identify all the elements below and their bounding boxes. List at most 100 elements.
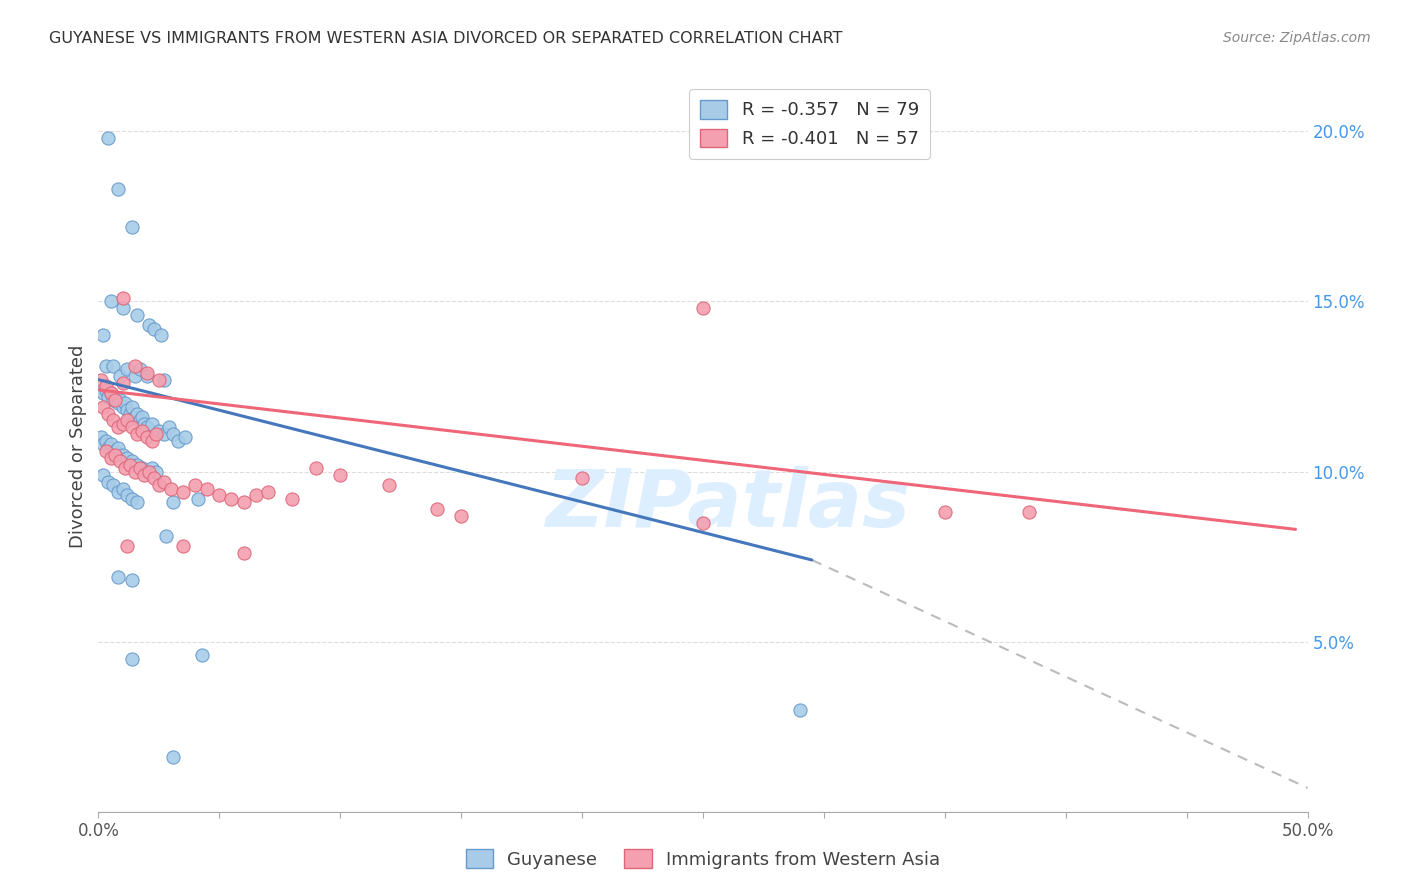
Point: [934, 505, 956, 519]
Point: [100, 437, 122, 451]
Point: [187, 491, 209, 506]
Y-axis label: Divorced or Separated: Divorced or Separated: [69, 344, 87, 548]
Legend: Guyanese, Immigrants from Western Asia: Guyanese, Immigrants from Western Asia: [458, 842, 948, 876]
Point: [100, 294, 122, 309]
Point: [117, 403, 139, 417]
Point: [107, 570, 129, 584]
Point: [91, 386, 114, 401]
Point: [305, 461, 328, 475]
Point: [232, 546, 254, 560]
Point: [127, 458, 149, 472]
Point: [124, 465, 146, 479]
Point: [128, 461, 150, 475]
Point: [152, 427, 174, 442]
Point: [114, 461, 136, 475]
Point: [128, 413, 150, 427]
Point: [90, 373, 112, 387]
Point: [174, 430, 197, 444]
Point: [107, 484, 129, 499]
Point: [111, 417, 134, 431]
Point: [127, 407, 149, 421]
Point: [108, 454, 131, 468]
Point: [108, 369, 131, 384]
Point: [148, 424, 170, 438]
Point: [148, 373, 170, 387]
Point: [97, 131, 120, 145]
Point: [124, 410, 146, 425]
Point: [104, 444, 127, 458]
Point: [135, 366, 157, 380]
Point: [789, 703, 811, 717]
Point: [162, 427, 184, 442]
Point: [90, 430, 112, 444]
Point: [167, 434, 190, 448]
Point: [150, 328, 173, 343]
Point: [160, 482, 183, 496]
Point: [692, 516, 714, 530]
Point: [127, 427, 149, 442]
Point: [141, 434, 163, 448]
Point: [329, 467, 352, 482]
Point: [127, 308, 149, 322]
Point: [94, 379, 117, 393]
Point: [191, 648, 214, 663]
Point: [172, 540, 194, 554]
Point: [450, 508, 472, 523]
Point: [141, 417, 163, 431]
Point: [195, 482, 218, 496]
Point: [117, 362, 139, 376]
Point: [97, 475, 120, 489]
Point: [134, 467, 156, 482]
Point: [111, 400, 134, 414]
Point: [124, 359, 146, 373]
Point: [121, 400, 143, 414]
Point: [104, 390, 127, 404]
Point: [148, 478, 170, 492]
Point: [377, 478, 399, 492]
Point: [111, 301, 134, 316]
Point: [145, 465, 167, 479]
Point: [94, 359, 117, 373]
Point: [124, 369, 146, 384]
Point: [114, 396, 136, 410]
Point: [108, 393, 131, 408]
Point: [97, 441, 120, 455]
Point: [208, 488, 231, 502]
Point: [162, 750, 184, 764]
Point: [135, 369, 157, 384]
Point: [91, 437, 114, 451]
Point: [111, 291, 134, 305]
Point: [97, 390, 120, 404]
Point: [131, 461, 153, 475]
Point: [155, 529, 177, 543]
Point: [100, 386, 122, 401]
Point: [118, 458, 141, 472]
Point: [117, 450, 139, 465]
Point: [104, 393, 127, 408]
Point: [91, 467, 114, 482]
Text: ZIPatlas: ZIPatlas: [544, 466, 910, 543]
Point: [221, 491, 243, 506]
Point: [162, 495, 184, 509]
Point: [121, 420, 143, 434]
Point: [90, 383, 112, 397]
Point: [145, 427, 167, 442]
Point: [131, 410, 153, 425]
Point: [111, 376, 134, 390]
Point: [135, 430, 157, 444]
Point: [157, 420, 180, 434]
Point: [426, 502, 449, 516]
Point: [152, 475, 174, 489]
Point: [143, 471, 166, 485]
Point: [121, 574, 143, 588]
Point: [107, 420, 129, 434]
Point: [107, 182, 129, 196]
Point: [172, 484, 194, 499]
Point: [94, 444, 117, 458]
Point: [692, 301, 714, 316]
Point: [97, 407, 120, 421]
Point: [1018, 505, 1040, 519]
Point: [101, 413, 124, 427]
Point: [101, 393, 124, 408]
Point: [135, 420, 157, 434]
